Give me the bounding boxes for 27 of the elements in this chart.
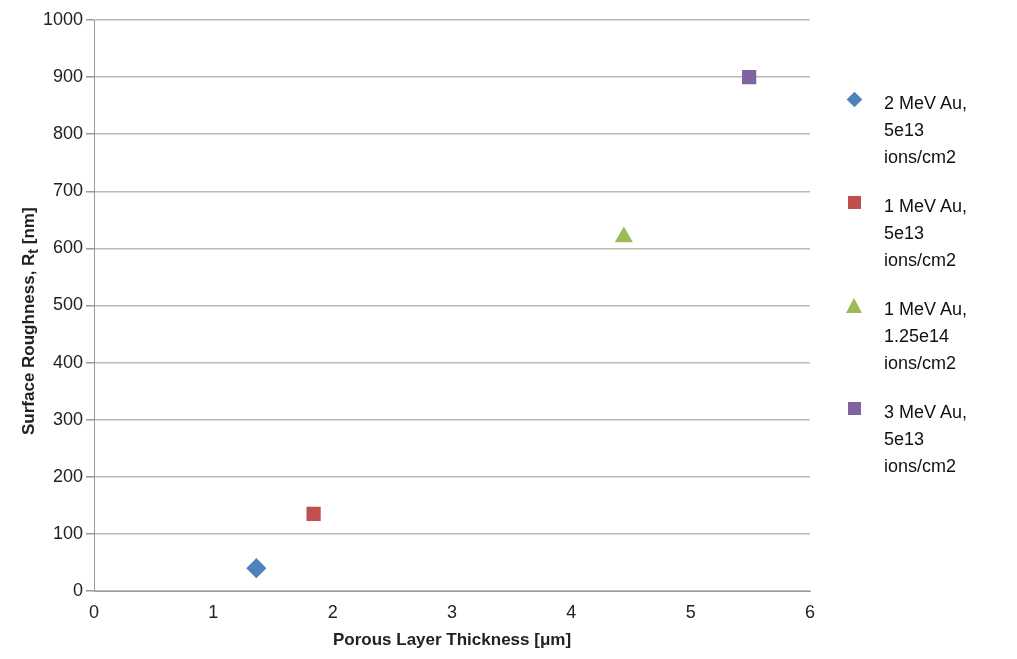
y-tick-label: 600 (53, 237, 84, 258)
x-tick-label: 1 (208, 601, 219, 622)
y-tick-label: 500 (53, 294, 84, 315)
legend-label: 1 MeV Au, 5e13 ions/cm2 (884, 195, 969, 272)
y-tick-label: 900 (53, 66, 84, 87)
x-tick-label: 0 (89, 601, 100, 622)
legend-label: 3 MeV Au, 5e13 ions/cm2 (884, 401, 969, 478)
y-tick-label: 300 (53, 408, 84, 429)
x-tick-label: 2 (327, 601, 338, 622)
x-axis-title: Porous Layer Thickness [μm] (332, 630, 572, 650)
legend-label: 1 MeV Au, 1.25e14 ions/cm2 (884, 298, 969, 375)
point (306, 506, 321, 522)
point (742, 69, 757, 85)
y-tick-label: 400 (53, 351, 84, 372)
point (246, 558, 267, 578)
y-tick-label: 1000 (43, 8, 84, 29)
x-tick-label: 3 (447, 601, 458, 622)
x-tick-label: 5 (685, 601, 696, 622)
y-tick-label: 100 (53, 522, 84, 543)
legend-label: 2 MeV Au, 5e13 ions/cm2 (884, 92, 969, 169)
y-tick-label: 200 (53, 465, 84, 486)
y-tick-label: 700 (53, 180, 84, 201)
point (615, 227, 633, 243)
x-tick-label: 4 (566, 601, 577, 622)
y-tick-label: 800 (53, 123, 84, 144)
y-tick-label: 0 (73, 579, 84, 600)
x-tick-label: 6 (804, 601, 816, 622)
